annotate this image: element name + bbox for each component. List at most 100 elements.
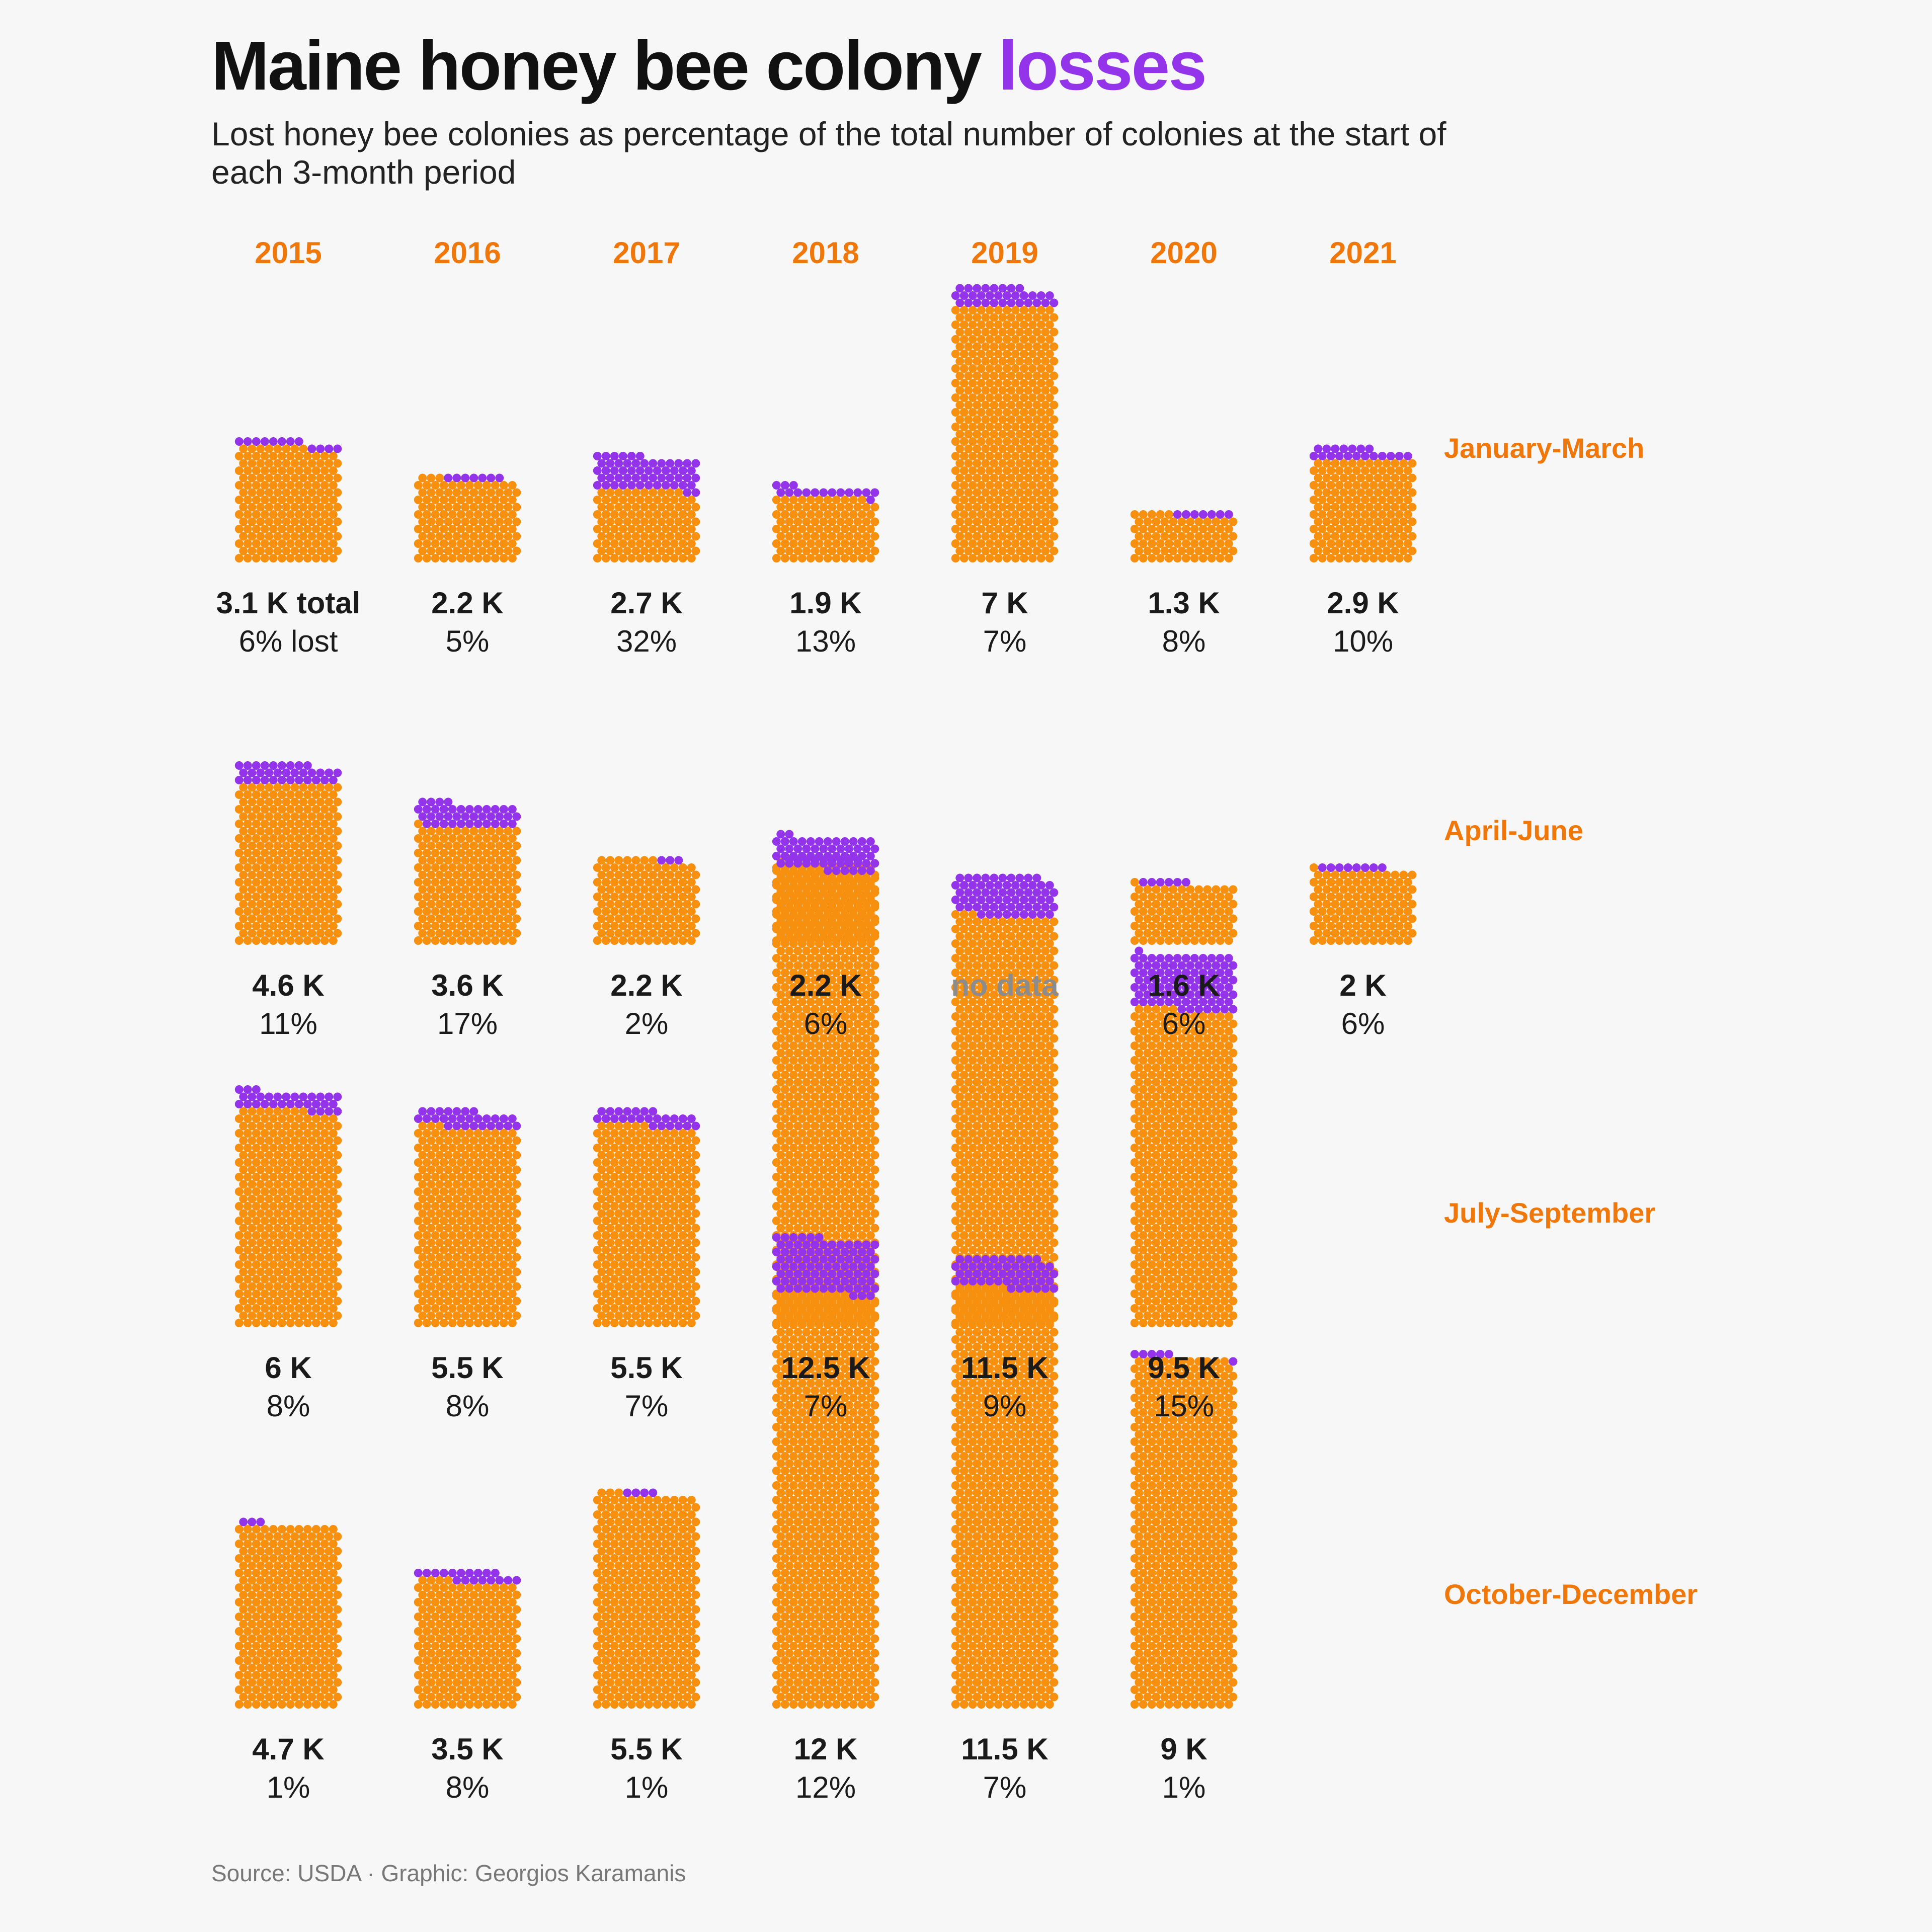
colony-dot: [422, 1319, 431, 1327]
colony-dot: [981, 917, 990, 926]
lost-colony-dot: [862, 844, 871, 853]
colony-dot: [1032, 1136, 1041, 1145]
colony-dot: [456, 936, 465, 945]
colony-dot: [273, 1165, 282, 1174]
colony-dot: [1220, 517, 1229, 526]
colony-dot: [452, 827, 461, 836]
colony-dot: [465, 936, 474, 945]
colony-dot: [1156, 936, 1165, 945]
colony-dot: [1181, 525, 1190, 533]
colony-dot: [316, 1136, 325, 1145]
colony-dot: [1207, 554, 1216, 562]
colony-dot: [320, 1173, 329, 1181]
colony-dot: [845, 976, 854, 985]
colony-dot: [1331, 503, 1340, 512]
colony-dot: [853, 932, 862, 941]
colony-dot: [1139, 525, 1148, 533]
colony-dot: [448, 907, 457, 916]
colony-dot: [431, 554, 440, 562]
colony-dot: [789, 525, 798, 533]
colony-dot: [1399, 503, 1408, 512]
colony-dot: [1382, 503, 1391, 512]
colony-dot: [452, 546, 461, 555]
colony-dot: [325, 532, 334, 541]
colony-dot: [1050, 1092, 1059, 1101]
colony-dot: [1408, 870, 1417, 879]
lost-colony-dot: [666, 1121, 675, 1131]
colony-dot: [422, 1187, 431, 1196]
colony-dot: [691, 1136, 700, 1145]
colony-dot: [1147, 525, 1156, 533]
colony-dot: [785, 1034, 794, 1043]
colony-dot: [431, 1129, 440, 1138]
colony-dot: [1194, 900, 1203, 909]
colony-dot: [802, 1049, 811, 1058]
colony-dot: [234, 1319, 244, 1327]
lost-colony-dot: [998, 298, 1007, 307]
colony-dot: [998, 1005, 1007, 1014]
colony-dot: [1369, 893, 1378, 901]
colony-dot: [427, 1180, 436, 1189]
colony-dot: [1152, 900, 1161, 909]
colony-dot: [670, 525, 679, 533]
colony-dot: [239, 841, 248, 850]
colony-dot: [981, 1180, 990, 1189]
colony-dot: [508, 1290, 517, 1298]
colony-dot: [776, 990, 785, 999]
colony-dot: [614, 532, 623, 541]
colony-dot: [269, 1114, 278, 1123]
colony-dot: [1036, 525, 1045, 533]
colony-dot: [601, 496, 610, 504]
lost-colony-dot: [649, 1121, 658, 1131]
lost-colony-dot: [870, 859, 879, 868]
colony-dot: [1036, 1187, 1045, 1196]
colony-dot: [311, 805, 320, 814]
colony-dot: [635, 922, 645, 930]
colony-dot: [836, 1005, 845, 1014]
colony-dot: [316, 1224, 325, 1233]
colony-dot: [776, 873, 785, 882]
colony-dot: [649, 503, 658, 512]
colony-dot: [601, 1158, 610, 1167]
colony-dot: [448, 496, 457, 504]
colony-dot: [1050, 1078, 1059, 1087]
colony-dot: [618, 1260, 627, 1269]
colony-dot: [776, 1034, 785, 1043]
colony-dot: [661, 1290, 670, 1298]
colony-dot: [1019, 1085, 1028, 1094]
colony-dot: [316, 885, 325, 894]
colony-dot: [1041, 1238, 1050, 1247]
colony-dot: [311, 1275, 320, 1283]
colony-dot: [1007, 1049, 1016, 1058]
colony-dot: [290, 1194, 299, 1203]
colony-dot: [601, 893, 610, 901]
colony-dot: [234, 878, 244, 887]
colony-dot: [789, 881, 798, 890]
colony-dot: [1045, 1071, 1054, 1079]
colony-dot: [990, 313, 999, 322]
colony-dot: [823, 881, 832, 890]
colony-dot: [294, 1173, 303, 1181]
lost-colony-dot: [1173, 878, 1182, 887]
colony-dot: [815, 525, 824, 533]
colony-dot: [640, 1238, 649, 1247]
colony-dot: [780, 525, 789, 533]
colony-dot: [866, 881, 875, 890]
colony-dot: [1011, 1012, 1020, 1021]
colony-dot: [1326, 539, 1335, 548]
colony-dot: [286, 805, 295, 814]
colony-dot: [951, 1012, 960, 1021]
colony-dot: [593, 907, 602, 916]
colony-dot: [802, 1121, 811, 1131]
colony-dot: [418, 503, 427, 512]
colony-dot: [1331, 517, 1340, 526]
colony-dot: [797, 910, 807, 919]
colony-dot: [802, 1107, 811, 1116]
lost-colony-dot: [959, 291, 969, 300]
colony-dot: [644, 936, 653, 945]
colony-dot: [657, 503, 666, 512]
colony-dot: [964, 1019, 973, 1028]
colony-dot: [977, 408, 986, 417]
colony-dot: [968, 423, 977, 431]
colony-dot: [1045, 925, 1054, 933]
